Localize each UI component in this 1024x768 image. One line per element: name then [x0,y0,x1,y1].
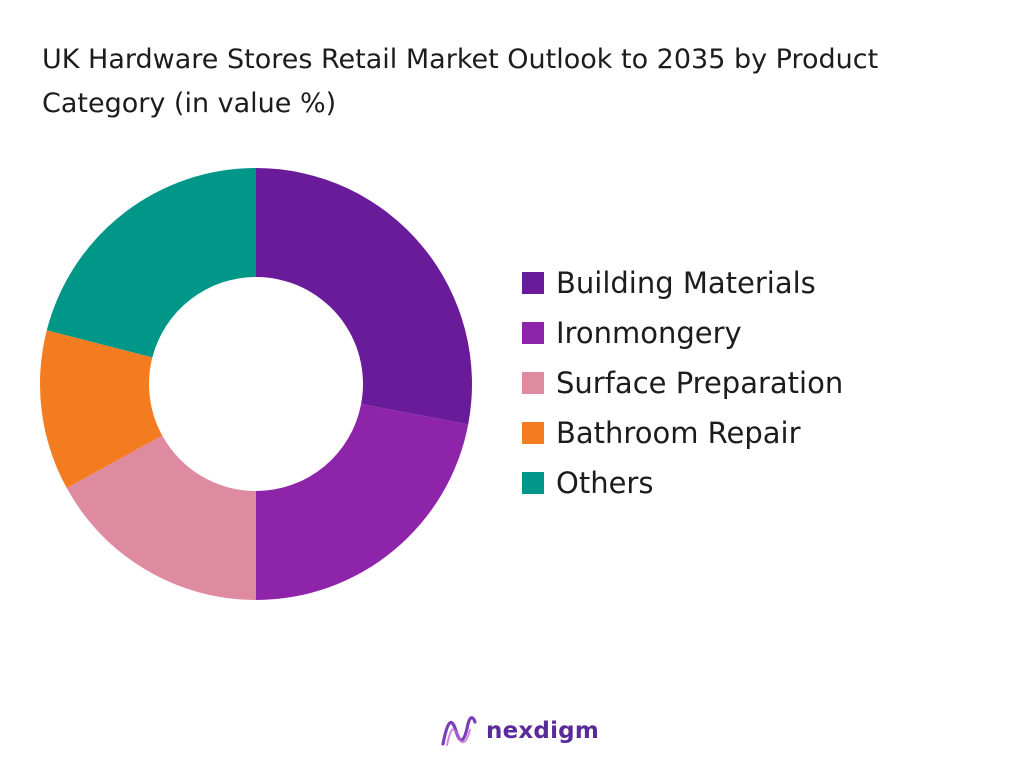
legend-swatch-bathroom-repair [522,422,544,444]
legend-item-others: Others [522,458,843,508]
legend-swatch-building-materials [522,272,544,294]
donut-slice-others [46,168,256,358]
legend-item-bathroom-repair: Bathroom Repair [522,408,843,458]
legend-label-surface-preparation: Surface Preparation [556,366,844,400]
legend-swatch-ironmongery [522,322,544,344]
nexdigm-wave-icon [441,716,477,746]
chart-legend: Building Materials Ironmongery Surface P… [522,258,843,508]
legend-label-building-materials: Building Materials [556,266,816,300]
legend-item-building-materials: Building Materials [522,258,843,308]
donut-slice-building-materials [256,168,472,425]
chart-title-line-1: UK Hardware Stores Retail Market Outlook… [42,44,879,75]
legend-swatch-others [522,472,544,494]
footer-logo: nexdigm [440,714,599,748]
brand-name: nexdigm [486,718,599,744]
donut-slice-ironmongery [256,404,469,600]
legend-label-ironmongery: Ironmongery [556,316,742,350]
legend-label-bathroom-repair: Bathroom Repair [556,416,801,450]
donut-slice-surface-preparation [66,435,256,600]
legend-item-surface-preparation: Surface Preparation [522,358,843,408]
legend-item-ironmongery: Ironmongery [522,308,843,358]
chart-title-line-2: Category (in value %) [42,88,337,119]
legend-label-others: Others [556,466,654,500]
legend-swatch-surface-preparation [522,372,544,394]
donut-slice-bathroom-repair [40,330,163,489]
chart-title: UK Hardware Stores Retail Market Outlook… [42,38,1002,126]
